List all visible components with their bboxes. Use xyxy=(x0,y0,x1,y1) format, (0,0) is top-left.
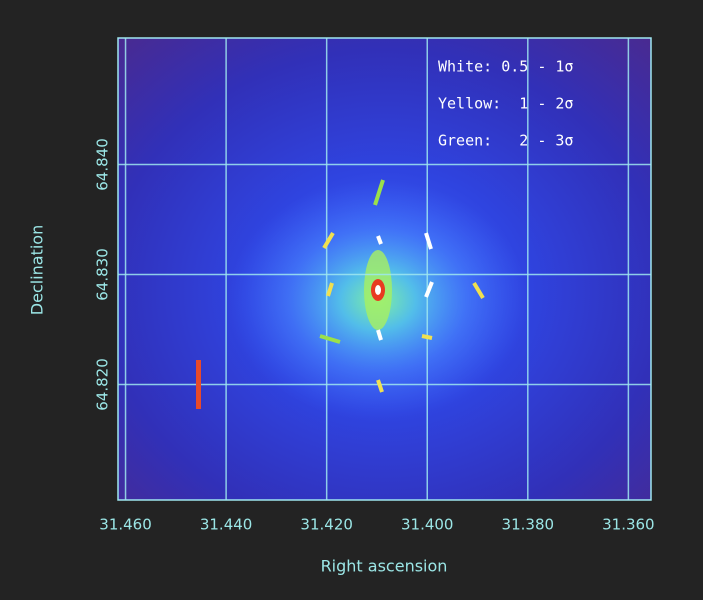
x-tick-label: 31.360 xyxy=(602,516,655,534)
y-tick-label: 64.830 xyxy=(94,248,112,301)
grid xyxy=(117,37,652,501)
frame xyxy=(117,37,652,501)
annotation: White: 0.5 - 1σ xyxy=(438,58,573,76)
x-tick-label: 31.440 xyxy=(200,516,253,534)
x-axis-label: Right ascension xyxy=(321,557,448,576)
y-tick-label: 64.840 xyxy=(94,138,112,191)
y-tick-label: 64.820 xyxy=(94,358,112,411)
contours xyxy=(319,179,485,393)
x-tick-label: 31.460 xyxy=(99,516,152,534)
core-center xyxy=(375,285,381,295)
annotation: Green: 2 - 3σ xyxy=(438,132,573,150)
annotation: Yellow: 1 - 2σ xyxy=(438,95,573,113)
x-tick-label: 31.400 xyxy=(401,516,454,534)
x-tick-label: 31.380 xyxy=(502,516,555,534)
y-axis-label: Declination xyxy=(28,225,47,315)
x-tick-label: 31.420 xyxy=(300,516,353,534)
scale-bar xyxy=(196,360,201,409)
